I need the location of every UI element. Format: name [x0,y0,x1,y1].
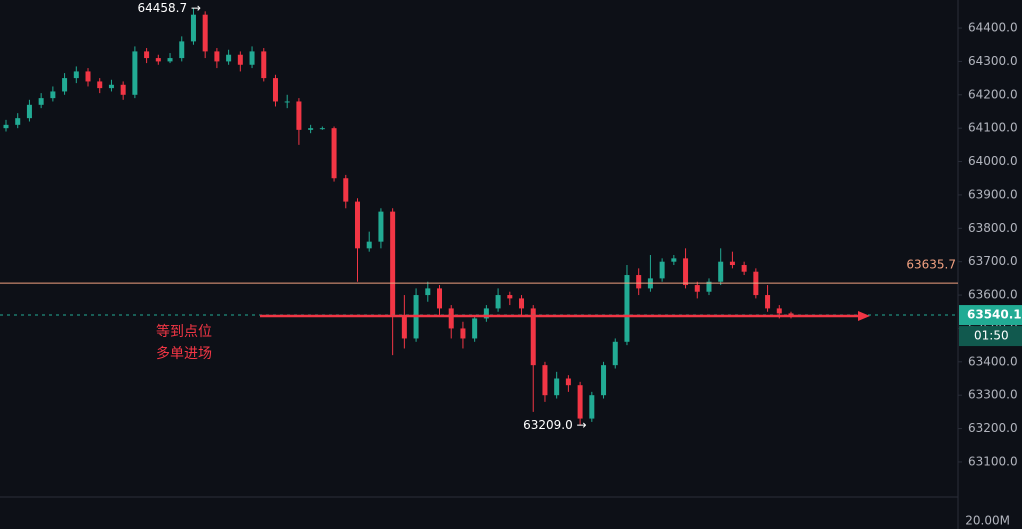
note: 多单进场 [156,345,212,362]
candle-body [132,51,138,95]
candle-body [85,71,91,82]
candle-body [214,51,220,62]
y-tick-label: 63200.0 [968,421,1018,435]
candle-body [741,265,747,272]
candle-body [530,308,536,366]
y-tick-label: 63100.0 [968,454,1018,468]
candle-body [729,261,735,266]
candle-body [390,211,396,316]
candle-body [202,14,208,52]
candle-body [190,14,196,42]
candle-body [50,91,56,99]
candle-body [765,295,771,309]
candle-body [542,365,548,396]
candle-body [659,261,665,279]
candle-body [636,275,642,289]
candle-body [3,124,9,129]
candle-body [38,98,44,105]
candle-body [249,51,255,65]
candle-body [26,104,32,119]
low-label: 63209.0 → [523,418,587,432]
candle-body [97,81,103,89]
candle-body [601,365,607,396]
candle-body [448,308,454,329]
y-tick-label: 64400.0 [968,21,1018,35]
candle-body [401,315,407,339]
candle-body [261,51,267,79]
high-label: 64458.7 → [137,1,201,15]
y-tick-label: 64300.0 [968,54,1018,68]
candle-body [366,241,372,249]
candle-body [15,118,21,125]
candle-body [272,78,278,102]
candle-body [589,395,595,419]
candle-body [671,258,677,262]
candle-body [495,295,501,309]
candle-body [694,285,700,292]
entry-arrow-head [858,311,870,322]
y-tick-label: 63700.0 [968,254,1018,268]
candle-body [554,378,560,396]
candle-body [226,54,232,62]
candle-body [73,71,79,79]
candle-body [460,328,466,339]
candle-body [472,318,478,339]
candle-body [167,58,173,62]
countdown-box [959,326,1022,347]
candle-body [179,41,185,59]
y-tick-label: 63600.0 [968,288,1018,302]
candle-body [577,385,583,419]
candle-body [62,78,68,92]
candle-body [706,281,712,292]
candle-body [155,58,161,62]
candle-body [144,51,150,59]
candle-body [378,211,384,242]
candle-body [565,378,571,386]
candle-body [437,288,443,309]
y-tick-label: 63400.0 [968,354,1018,368]
candle-body [624,275,630,342]
price-box [959,305,1022,326]
candle-body [507,295,513,299]
candle-body [354,201,360,249]
note: 等到点位 [156,323,212,340]
candle-body [120,84,126,95]
candle-body [612,341,618,366]
candle-body [319,128,325,130]
candle-body [331,128,337,179]
candle-body [284,101,290,103]
candle-body [683,258,689,286]
candle-body [108,84,114,89]
level-label: 63635.7 [906,258,956,272]
candle-body [519,298,525,309]
y-tick-label: 63900.0 [968,187,1018,201]
candle-body [237,54,243,65]
candle-body [776,308,782,314]
volume-label: 20.00M [965,514,1010,528]
candle-body [343,178,349,202]
candle-body [718,261,724,282]
y-tick-label: 64000.0 [968,154,1018,168]
y-tick-label: 63800.0 [968,221,1018,235]
price-label: 63540.1 [967,308,1022,322]
y-tick-label: 63300.0 [968,388,1018,402]
countdown: 01:50 [974,329,1009,343]
candle-body [483,308,489,319]
candle-body [296,101,302,130]
y-tick-label: 64100.0 [968,121,1018,135]
y-tick-label: 64200.0 [968,87,1018,101]
candle-body [788,313,794,316]
candle-body [425,288,431,296]
candle-body [308,128,314,130]
